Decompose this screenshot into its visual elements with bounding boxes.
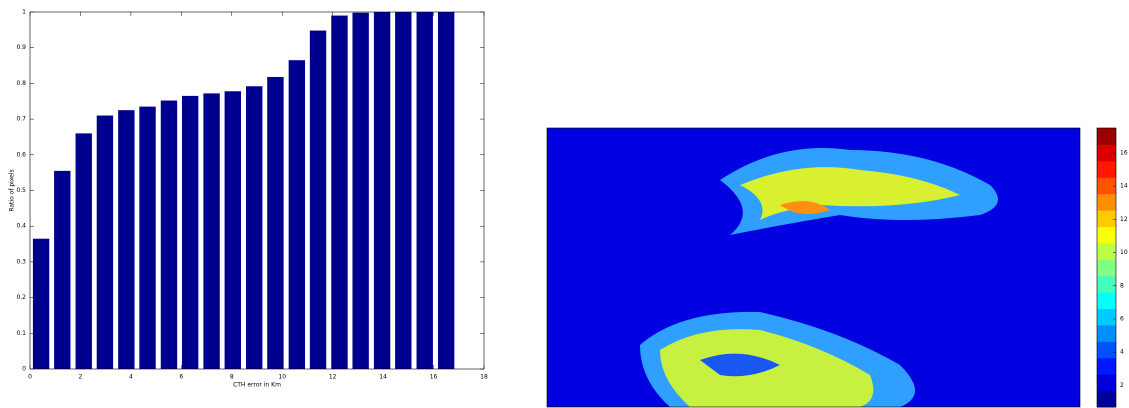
colorbar-band <box>1097 324 1116 342</box>
x-tick-label: 12 <box>329 374 337 381</box>
colorbar-band <box>1097 177 1116 195</box>
colorbar-band <box>1097 308 1116 326</box>
bar <box>309 30 327 370</box>
x-tick-label: 4 <box>129 374 133 381</box>
x-tick-label: 16 <box>430 374 438 381</box>
bar <box>395 12 412 369</box>
y-tick-label: 0 <box>22 366 26 373</box>
colorbar-band <box>1097 341 1116 359</box>
colorbar-tick-label: 10 <box>1120 249 1128 256</box>
heatmap-image <box>547 128 1080 407</box>
y-tick-label: 0.3 <box>16 258 26 265</box>
bar <box>54 170 71 369</box>
colorbar-tick-label: 12 <box>1120 216 1128 223</box>
x-tick-label: 6 <box>179 374 183 381</box>
colorbar-band <box>1097 259 1116 277</box>
x-tick-label: 8 <box>230 374 234 381</box>
colorbar-band <box>1097 160 1116 178</box>
colorbar-band <box>1097 144 1116 162</box>
colorbar-band <box>1097 275 1116 293</box>
bar <box>75 133 92 369</box>
colorbar-tick-label: 2 <box>1120 382 1124 389</box>
colorbar-tick-label: 6 <box>1120 315 1124 322</box>
y-tick-label: 0.9 <box>16 44 26 51</box>
colorbar-tick-label: 16 <box>1120 149 1128 156</box>
x-tick-label: 2 <box>79 374 83 381</box>
bar <box>267 76 284 369</box>
x-axis-label: CTH error in Km <box>233 382 281 389</box>
y-tick-label: 0.5 <box>16 187 26 194</box>
bar <box>118 110 135 370</box>
y-tick-label: 0.8 <box>16 80 26 87</box>
y-tick-label: 0.6 <box>16 151 26 158</box>
colorbar-band <box>1097 374 1116 392</box>
x-tick-label: 0 <box>28 374 32 381</box>
x-tick-label: 18 <box>480 374 488 381</box>
bar <box>224 91 241 369</box>
bar <box>373 12 391 369</box>
bar <box>160 100 178 369</box>
colorbar-band <box>1097 242 1116 260</box>
colorbar-band <box>1097 357 1116 375</box>
bar <box>246 86 263 370</box>
colorbar-band <box>1097 226 1116 244</box>
y-tick-label: 0.1 <box>16 330 26 337</box>
bar <box>288 60 306 369</box>
y-tick-label: 0.4 <box>16 223 26 230</box>
bar <box>32 238 50 369</box>
heatmap-box <box>546 127 1081 408</box>
y-axis-label: Ratio of pixels <box>9 169 16 211</box>
bar <box>352 12 369 370</box>
y-tick-label: 1 <box>22 9 26 16</box>
x-tick-label: 10 <box>278 374 286 381</box>
colorbar-band <box>1097 193 1116 211</box>
y-tick-label: 0.2 <box>16 294 26 301</box>
colorbar-band <box>1097 292 1116 310</box>
bar <box>203 93 220 370</box>
bar <box>437 12 455 369</box>
y-tick-label: 0.7 <box>16 116 26 123</box>
cloud-region <box>780 201 830 214</box>
bar <box>331 15 348 369</box>
colorbar-band <box>1097 210 1116 227</box>
bar <box>96 115 114 369</box>
cloud-region <box>700 353 780 377</box>
colorbar-box <box>1096 127 1117 408</box>
colorbar-tick-label: 14 <box>1120 183 1128 190</box>
colorbar-tick-label: 8 <box>1120 282 1124 289</box>
colorbar-band <box>1097 128 1116 145</box>
colorbar-band <box>1097 390 1116 408</box>
bar <box>139 106 156 369</box>
colorbar-tick-label: 4 <box>1120 349 1124 356</box>
bar <box>181 95 199 370</box>
x-tick-label: 14 <box>379 374 387 381</box>
bar <box>416 12 433 369</box>
